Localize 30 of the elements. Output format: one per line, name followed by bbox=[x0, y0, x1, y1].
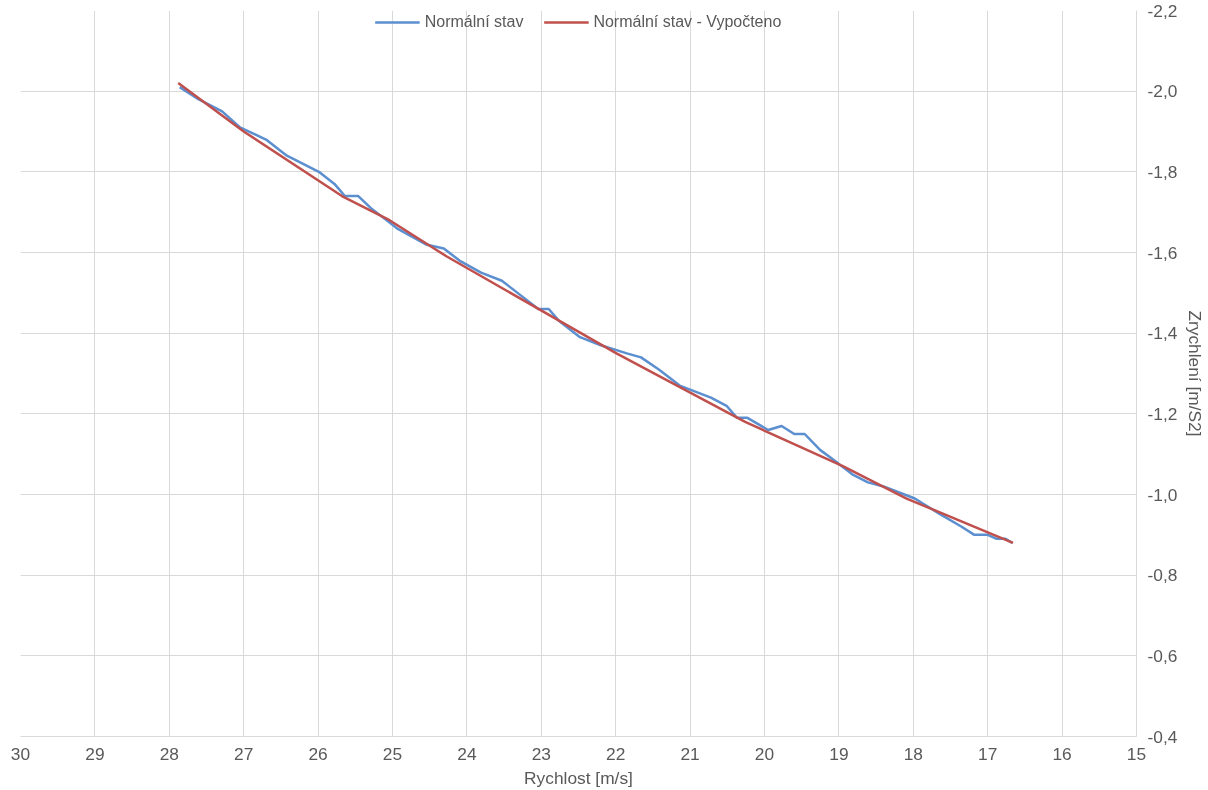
x-tick-label: 26 bbox=[308, 743, 328, 764]
y-tick-label: -2,2 bbox=[1147, 0, 1178, 21]
y-tick-label: -1,4 bbox=[1147, 323, 1178, 344]
x-tick-label: 30 bbox=[10, 743, 31, 764]
y-tick-label: -0,4 bbox=[1147, 726, 1178, 747]
x-tick-label: 22 bbox=[606, 743, 626, 764]
x-axis-title: Rychlost [m/s] bbox=[524, 767, 633, 788]
y-tick-label: -2,0 bbox=[1147, 81, 1178, 102]
x-tick-label: 19 bbox=[829, 743, 849, 764]
y-tick-label: -1,0 bbox=[1147, 484, 1178, 505]
legend-label: Normální stav - Vypočteno bbox=[593, 13, 782, 31]
y-tick-label: -1,6 bbox=[1147, 242, 1178, 263]
y-axis-title: Zrychlení [m/S2] bbox=[1185, 310, 1206, 437]
x-tick-label: 27 bbox=[234, 743, 254, 764]
x-tick-label: 25 bbox=[382, 743, 403, 764]
x-tick-label: 16 bbox=[1052, 743, 1072, 764]
y-tick-label: -1,8 bbox=[1147, 161, 1178, 182]
x-tick-label: 21 bbox=[680, 743, 700, 764]
x-tick-label: 18 bbox=[903, 743, 923, 764]
x-tick-label: 17 bbox=[978, 743, 998, 764]
x-tick-label: 20 bbox=[754, 743, 775, 764]
x-tick-label: 29 bbox=[85, 743, 105, 764]
legend-label: Normální stav bbox=[424, 13, 524, 31]
y-tick-label: -0,8 bbox=[1147, 565, 1178, 586]
y-tick-label: -0,6 bbox=[1147, 645, 1178, 666]
x-tick-label: 23 bbox=[531, 743, 551, 764]
x-tick-label: 15 bbox=[1126, 743, 1147, 764]
y-tick-label: -1,2 bbox=[1147, 403, 1178, 424]
x-tick-label: 24 bbox=[457, 743, 477, 764]
x-tick-label: 28 bbox=[159, 743, 179, 764]
